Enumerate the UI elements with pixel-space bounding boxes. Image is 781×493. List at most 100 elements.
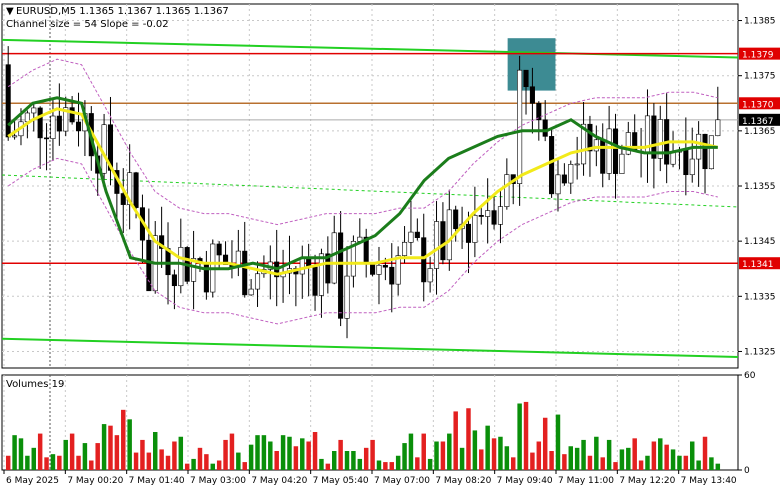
volume-bar xyxy=(197,447,203,470)
volume-bar xyxy=(306,441,311,470)
volume-bar xyxy=(549,451,554,470)
candle-body xyxy=(465,223,472,243)
volume-bar xyxy=(715,463,721,470)
volume-bar xyxy=(172,441,177,470)
price-axis-tick-label: 1.1325 xyxy=(744,347,776,357)
candle-body xyxy=(133,172,139,208)
candle-body xyxy=(344,275,350,319)
candle-body xyxy=(402,242,408,256)
time-axis-tick-label: 7 May 11:00 xyxy=(558,476,614,486)
moving-average-slow xyxy=(7,107,719,276)
volume-bar xyxy=(530,452,535,470)
candle-body xyxy=(31,107,37,114)
time-axis-tick-label: 7 May 07:00 xyxy=(374,476,430,486)
candle-body xyxy=(382,264,388,268)
volume-bar xyxy=(632,438,637,470)
volume-bar xyxy=(312,432,318,470)
volume-bar xyxy=(664,444,669,470)
volume-bar xyxy=(108,425,113,470)
price-label-text: 1.1367 xyxy=(742,117,774,127)
candle-body xyxy=(318,253,324,296)
candle-body xyxy=(433,221,440,269)
volume-bar xyxy=(658,438,663,470)
price-label-text: 1.1370 xyxy=(742,100,774,110)
candle-body xyxy=(63,107,69,132)
volume-bar xyxy=(236,452,241,470)
volume-bar xyxy=(216,460,222,470)
volume-bar xyxy=(18,438,24,470)
envelope-lower xyxy=(7,157,718,325)
volume-bar xyxy=(280,435,286,470)
volume-bar xyxy=(638,460,644,470)
volume-bar xyxy=(44,457,49,470)
candle-body xyxy=(606,128,612,174)
candle-body xyxy=(683,149,689,176)
volume-bar xyxy=(562,454,567,470)
volume-bar xyxy=(677,455,682,470)
volume-bar xyxy=(57,455,62,470)
header-dropdown-icon[interactable]: ▼ xyxy=(6,6,14,17)
candle-body xyxy=(299,258,305,275)
volume-bar xyxy=(395,455,401,470)
candle-body xyxy=(312,266,318,296)
volume-bar xyxy=(466,408,471,470)
symbol-info: EURUSD,M5 1.1365 1.1367 1.1365 1.1367 xyxy=(16,6,229,17)
volume-bar xyxy=(689,441,695,470)
price-label-box xyxy=(739,113,780,126)
main-plot-layer xyxy=(1,38,739,358)
candle-body xyxy=(331,232,337,284)
price-label-box xyxy=(739,47,780,60)
candle-body xyxy=(216,243,222,256)
candle-body xyxy=(376,264,382,275)
candle-body xyxy=(159,235,165,249)
candle-body xyxy=(715,119,721,137)
volume-bar xyxy=(536,441,542,470)
envelope-upper xyxy=(7,58,718,226)
volume-bar xyxy=(159,449,164,470)
volume-bar xyxy=(255,435,260,470)
volume-bar xyxy=(370,439,375,470)
candle-body xyxy=(625,132,631,155)
volume-bar xyxy=(31,447,37,470)
volume-bar xyxy=(204,454,209,470)
volume-bar xyxy=(331,451,337,470)
volume-bar xyxy=(376,460,382,470)
volume-bar xyxy=(140,439,145,470)
candle-body xyxy=(536,102,542,121)
time-axis-tick-label: 7 May 09:40 xyxy=(497,476,553,486)
candle-body xyxy=(472,215,478,243)
price-label-text: 1.1341 xyxy=(742,260,774,270)
time-axis-tick-label: 7 May 12:20 xyxy=(619,476,675,486)
volume-bar xyxy=(191,458,196,470)
candle-body xyxy=(242,250,248,296)
candle-body xyxy=(593,139,599,152)
volume-bar xyxy=(114,435,120,470)
candle-body xyxy=(549,136,555,195)
volume-bar xyxy=(504,446,510,470)
volume-bar xyxy=(383,462,388,470)
volume-bar xyxy=(415,457,420,470)
candle-body xyxy=(485,210,491,217)
volume-panel-frame xyxy=(1,374,739,471)
candle-body xyxy=(600,139,606,174)
volume-bar xyxy=(351,451,356,470)
volume-bar xyxy=(542,417,548,470)
candle-body xyxy=(651,115,657,159)
volume-bar xyxy=(555,414,561,470)
volume-bar xyxy=(121,409,126,470)
volume-bar xyxy=(82,443,88,470)
time-axis-tick-label: 7 May 03:00 xyxy=(190,476,246,486)
candle-body xyxy=(120,193,126,205)
volume-bar xyxy=(421,433,426,470)
volume-bar xyxy=(600,457,605,470)
volume-bar xyxy=(447,433,452,470)
candle-body xyxy=(574,163,580,166)
volume-bar xyxy=(453,411,458,470)
volume-bar xyxy=(287,436,292,470)
volume-bar xyxy=(498,436,503,470)
candle-body xyxy=(427,268,433,283)
volume-bar xyxy=(344,451,350,470)
candle-body xyxy=(24,112,30,123)
